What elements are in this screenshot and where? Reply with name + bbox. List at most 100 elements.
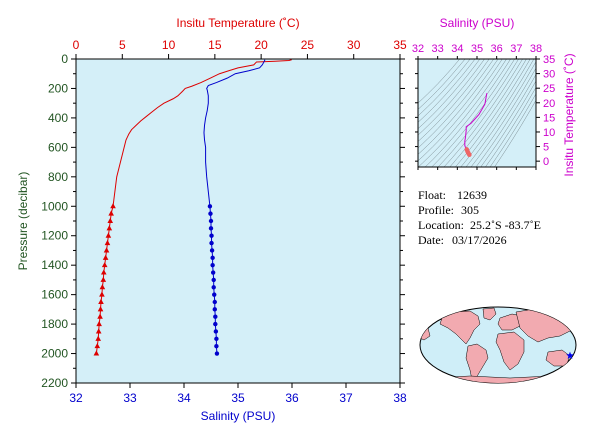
pressure-tick-label: 1800	[41, 317, 68, 331]
temperature-axis-label: Insitu Temperature (˚C)	[176, 16, 299, 30]
ts-series-layer	[464, 93, 488, 158]
profile-value: 305	[461, 203, 479, 217]
ts-temperature-tick-label: 35	[543, 54, 555, 66]
density-contour-line	[437, 59, 519, 167]
ts-temperature-axis-label: Insitu Temperature (˚C)	[562, 53, 576, 176]
temperature-tick-label: 10	[162, 38, 176, 52]
profile-label: Profile:	[418, 203, 454, 217]
salinity-tick-label: 32	[69, 391, 83, 405]
density-contour-line	[449, 59, 527, 167]
density-contour-line	[418, 59, 507, 167]
ts-salinity-tick-label: 37	[510, 43, 522, 55]
float-location-star-icon	[566, 351, 574, 359]
density-contour-line	[431, 59, 515, 167]
salinity-point	[209, 240, 214, 246]
pressure-tick-label: 1000	[41, 199, 68, 213]
pressure-tick-label: 2200	[41, 376, 68, 390]
info-profile-row: Profile: 305	[418, 203, 479, 218]
density-contour-line	[485, 86, 536, 167]
temperature-point	[101, 261, 108, 268]
density-contour-line	[489, 93, 536, 167]
density-contour-line	[424, 59, 511, 167]
profile-axes-layer: 0 5 10 15 20 25 30 35 32 33 34 35 36 37 38 0 200 400 600 80…	[41, 38, 407, 405]
land-greenland	[482, 307, 497, 321]
density-contour-line	[418, 59, 494, 149]
temperature-tick-label: 5	[119, 38, 126, 52]
temperature-point	[108, 210, 114, 216]
temperature-point	[100, 276, 107, 282]
density-contour-line	[475, 73, 536, 167]
temperature-point	[97, 313, 103, 319]
salinity-point	[211, 277, 216, 283]
temperature-point	[97, 306, 104, 312]
density-contour-line	[465, 61, 536, 167]
salinity-point	[209, 248, 215, 253]
salinity-point	[210, 262, 215, 268]
salinity-axis-label: Salinity (PSU)	[201, 409, 276, 423]
salinity-point	[214, 343, 219, 349]
temperature-point	[93, 350, 100, 356]
float-label: Float:	[418, 188, 447, 202]
density-contour-line	[470, 67, 536, 167]
info-float-row: Float: 12639	[418, 188, 487, 203]
pressure-tick-label: 2000	[41, 347, 68, 361]
location-value: 25.2˚S -83.7˚E	[469, 218, 541, 232]
ts-temperature-tick-label: 15	[543, 112, 555, 124]
salinity-point	[212, 292, 217, 297]
salinity-point	[208, 211, 213, 216]
ts-diagram-background	[418, 59, 536, 167]
salinity-point	[211, 285, 216, 290]
ts-salinity-tick-label: 38	[530, 43, 542, 55]
density-contour-line	[418, 59, 476, 123]
pressure-axis-label: Pressure (decibar)	[16, 172, 30, 271]
temperature-tick-label: 20	[254, 38, 268, 52]
temperature-point	[94, 342, 101, 349]
pressure-tick-label: 200	[48, 81, 68, 95]
density-contour-line	[418, 59, 481, 130]
temperature-point	[110, 203, 116, 209]
salinity-point	[210, 255, 215, 261]
temperature-tick-label: 30	[347, 38, 361, 52]
info-date-row: Date: 03/17/2026	[418, 233, 507, 248]
profile-series-layer	[93, 59, 292, 356]
pressure-tick-label: 0	[61, 52, 68, 66]
ts-temperature-tick-label: 0	[543, 156, 549, 168]
temperature-point	[105, 232, 112, 238]
temperature-tick-label: 25	[301, 38, 315, 52]
salinity-tick-label: 37	[339, 391, 353, 405]
temperature-point	[95, 335, 102, 341]
temperature-point	[96, 320, 102, 327]
pressure-tick-label: 1400	[41, 258, 68, 272]
salinity-point	[212, 307, 217, 312]
ts-temperature-tick-label: 25	[543, 83, 555, 95]
ts-salinity-tick-label: 34	[451, 43, 463, 55]
temperature-point	[106, 225, 113, 231]
ts-salinity-tick-label: 35	[471, 43, 483, 55]
ts-temperature-tick-label: 20	[543, 98, 555, 110]
profile-plot: 0 5 10 15 20 25 30 35 32 33 34 35 36 37 38 0 200 400 600 80…	[16, 16, 407, 423]
temperature-point	[99, 284, 106, 290]
density-contour-line	[494, 99, 536, 167]
salinity-tick-label: 38	[393, 391, 407, 405]
temperature-point	[98, 298, 104, 304]
salinity-tick-label: 33	[123, 391, 137, 405]
temperature-tick-label: 35	[393, 38, 407, 52]
density-contour-line	[443, 59, 523, 167]
density-contour-line	[418, 59, 485, 136]
date-value: 03/17/2026	[452, 233, 507, 247]
density-contours	[418, 59, 536, 167]
ts-deep-point	[467, 152, 472, 158]
density-contour-line	[418, 59, 466, 110]
salinity-point	[213, 314, 218, 319]
pressure-tick-label: 800	[48, 170, 68, 184]
pressure-tick-label: 1600	[41, 288, 68, 302]
salinity-point	[208, 226, 214, 231]
ts-salinity-tick-label: 32	[412, 43, 424, 55]
land-africa	[495, 331, 525, 371]
land-north-america	[439, 310, 481, 345]
density-contour-line	[418, 59, 490, 142]
salinity-point	[208, 218, 214, 224]
location-label: Location:	[418, 218, 464, 232]
salinity-point	[209, 233, 214, 238]
density-contour-line	[418, 59, 499, 155]
